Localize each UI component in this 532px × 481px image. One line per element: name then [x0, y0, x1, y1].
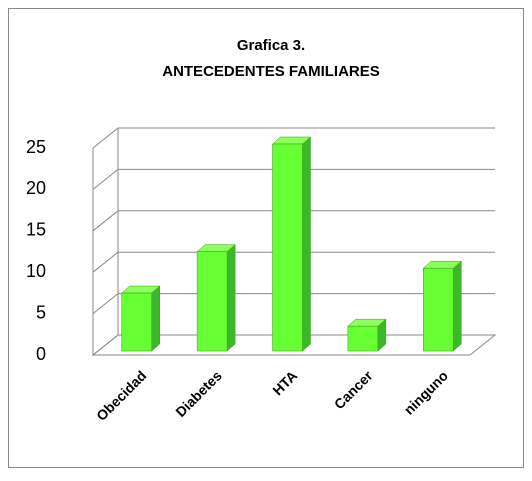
bar-front — [121, 292, 152, 352]
bar — [196, 244, 236, 352]
grid-line-side — [92, 169, 119, 190]
y-tick-label: 15 — [26, 220, 46, 240]
grid-line-side — [92, 127, 119, 149]
grid-line-side — [92, 251, 119, 273]
bar-front — [196, 251, 228, 352]
bar-side — [151, 285, 160, 352]
bar-side — [226, 244, 236, 352]
grid-line-side — [92, 334, 119, 356]
chart-title: Grafica 3. — [237, 37, 305, 54]
bar-front — [347, 325, 379, 352]
bar — [347, 318, 387, 352]
y-tick-label: 0 — [36, 344, 46, 364]
bar-front — [423, 267, 454, 352]
chart-subtitle: ANTECEDENTES FAMILIARES — [162, 63, 380, 80]
bar — [422, 260, 462, 352]
y-tick-label: 25 — [26, 137, 46, 157]
bar-side — [453, 260, 462, 352]
grid-line-side — [92, 210, 119, 232]
chart-border — [8, 8, 524, 468]
bar-side — [302, 136, 311, 352]
y-tick-label: 5 — [36, 302, 46, 322]
bar — [121, 285, 161, 352]
y-tick-label: 20 — [26, 178, 46, 198]
bar-front — [272, 143, 303, 352]
bar — [271, 136, 312, 352]
grid-line-side — [92, 293, 119, 314]
y-tick-label: 10 — [26, 261, 46, 281]
